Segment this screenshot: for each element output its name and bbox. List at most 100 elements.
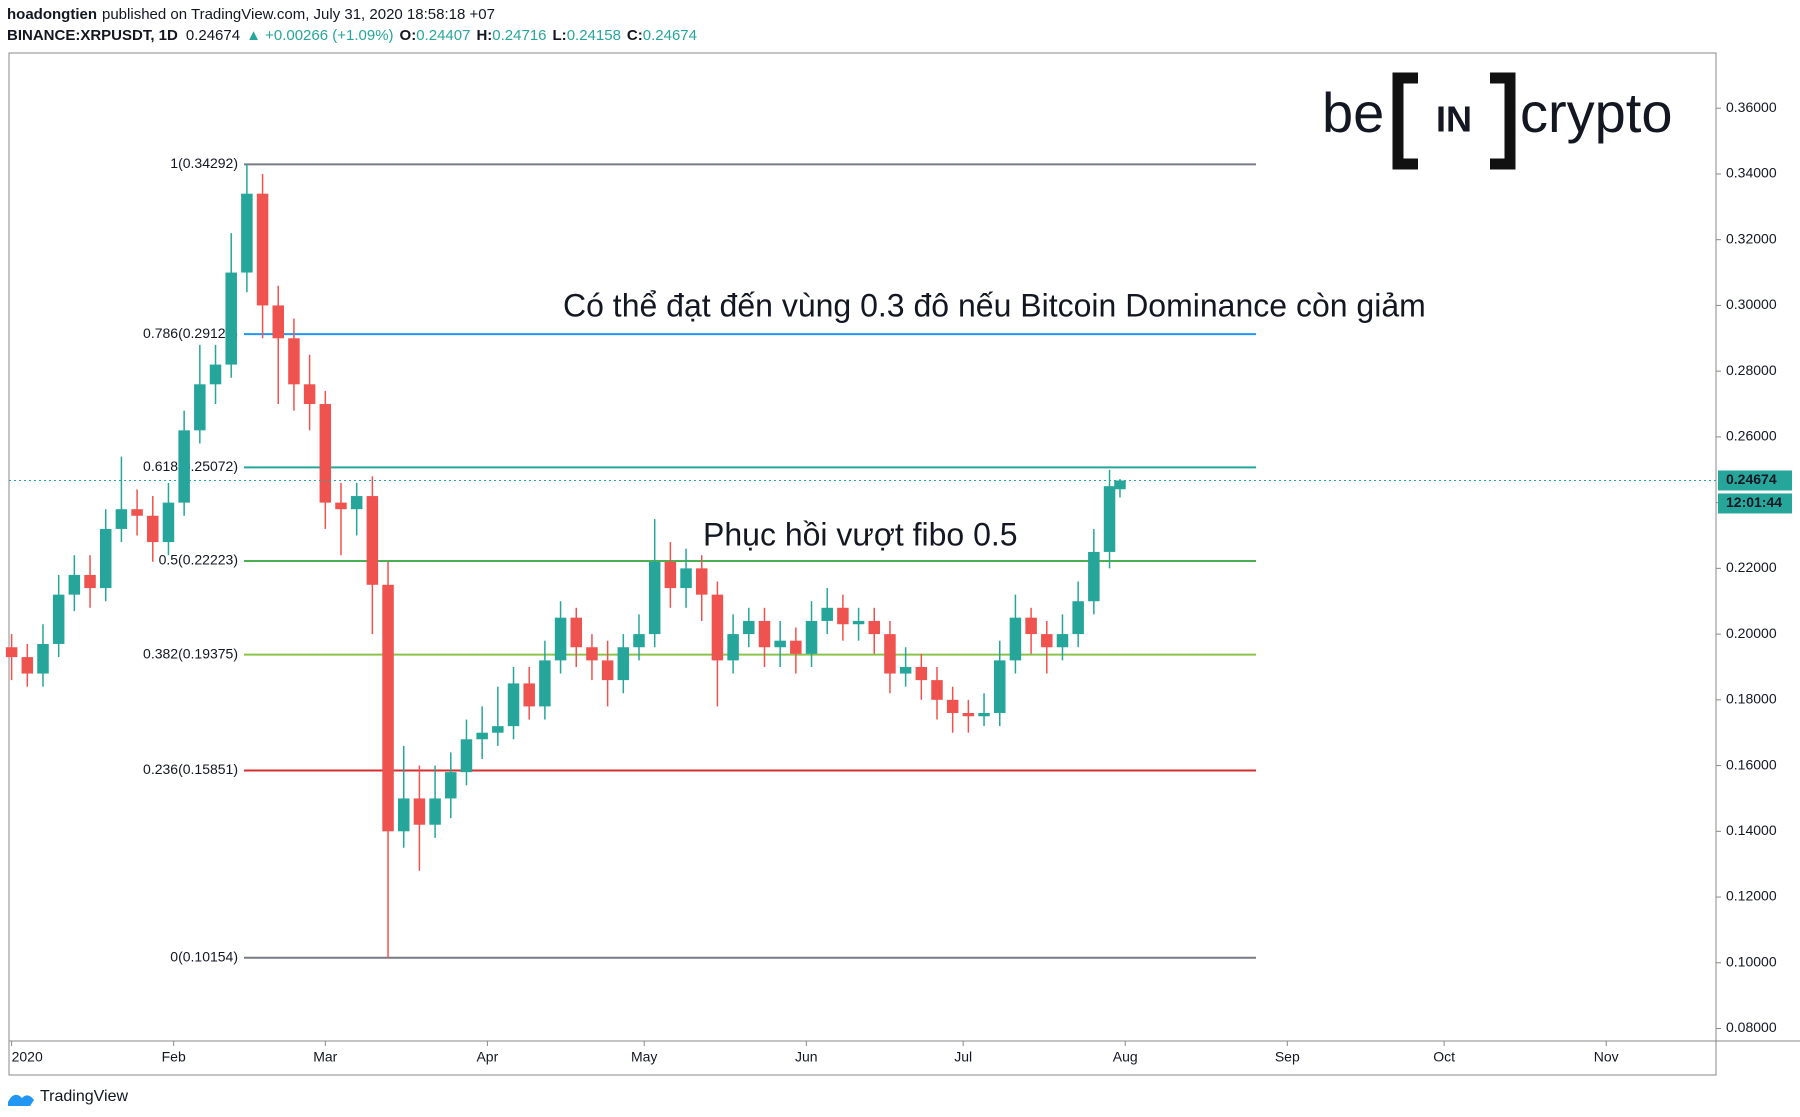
y-tick-label: 0.14000 [1726,822,1777,838]
y-tick-label: 0.36000 [1726,99,1777,115]
x-tick-label: Mar [313,1049,337,1065]
symbol: BINANCE:XRPUSDT, 1D [7,27,178,44]
candle-body [601,660,614,681]
candle-body [445,772,457,799]
ohlc-value: 0.24407 [416,27,470,44]
candle-body [131,509,143,516]
ohlc-label: C: [627,27,643,44]
countdown-box [1718,493,1792,514]
candle-body [1041,634,1053,648]
candle-body [272,305,285,339]
y-tick-label: 0.34000 [1726,165,1777,181]
candle-body [539,660,551,707]
fib-label: 0.5(0.22223) [159,552,238,568]
candle-body [162,502,175,543]
y-tick-label: 0.22000 [1726,559,1777,575]
candle-body [350,496,363,510]
fib-label: 1(0.34292) [170,155,238,171]
candle-body [84,574,96,589]
tradingview-icon [8,1094,34,1106]
change: ▲ +0.00266 (+1.09%) [246,27,393,44]
candle-body [1009,617,1022,661]
candle-body [586,647,598,661]
last-price-label: 0.24674 [1726,471,1777,487]
x-tick-label: Apr [476,1049,498,1065]
candle-body [241,193,253,273]
y-tick-label: 0.16000 [1726,756,1777,772]
candle-body [1103,486,1116,552]
logo-left: be [1322,81,1384,144]
fib-label: 0(0.10154) [170,948,238,964]
candle-body [790,640,802,654]
candle-body [476,732,488,740]
candle-body [37,643,49,674]
y-tick-label: 0.12000 [1726,888,1777,904]
candle-body [821,607,833,621]
candle-body [147,515,159,543]
last-price: 0.24674 [186,27,240,44]
ohlc-value: 0.24716 [492,27,546,44]
y-tick-label: 0.30000 [1726,296,1777,312]
candle-body [554,617,567,661]
candle-body [178,430,190,503]
candle-body [852,620,865,625]
author: hoadongtien [7,6,97,23]
y-tick-label: 0.26000 [1726,428,1777,444]
candle-body [931,680,943,700]
y-tick-label: 0.18000 [1726,691,1777,707]
candle-body [1088,551,1100,602]
candle-body [664,561,677,589]
fib-label: 0.618(0.25072) [143,458,238,474]
x-tick-label: 2020 [12,1049,43,1065]
candle-body [680,568,692,589]
candle-body [319,404,332,503]
ohlc-value: 0.24158 [567,27,621,44]
candle-body [460,739,473,773]
candle-body [868,620,881,635]
x-tick-label: Aug [1113,1049,1138,1065]
annotation: Có thể đạt đến vùng 0.3 đô nếu Bitcoin D… [563,287,1426,323]
y-tick-label: 0.10000 [1726,953,1777,969]
candle-body [993,660,1006,713]
candle-body [429,798,441,825]
y-tick-label: 0.28000 [1726,362,1777,378]
candle-body [884,634,896,674]
candle-body [915,666,928,681]
candle-body [743,620,755,635]
candle-body [115,509,128,529]
candle-body [711,594,724,661]
candle-body [837,607,849,625]
annotation: Phục hồi vượt fibo 0.5 [703,516,1018,552]
candle-body [1072,601,1084,635]
candle-body [303,384,316,405]
symbol-line: BINANCE:XRPUSDT, 1D 0.24674 ▲ +0.00266 (+1… [7,27,697,44]
candle-body [727,634,739,661]
countdown-label: 12:01:44 [1726,494,1782,510]
footer-text: TradingView [40,1088,128,1105]
y-tick-label: 0.32000 [1726,230,1777,246]
candle-body [382,584,394,832]
published: published on TradingView.com, July 31, 2… [102,6,495,23]
logo-right: crypto [1520,81,1673,144]
logo-bracket [1392,72,1516,170]
candles [5,164,1126,958]
candle-body [397,798,410,832]
x-tick-label: May [631,1049,657,1065]
candle-body [99,528,112,589]
fib-label: 0.236(0.15851) [143,761,238,777]
candle-body [209,364,222,385]
candle-body [1056,634,1069,648]
ohlc-label: O: [400,27,417,44]
candle-body [492,726,504,733]
candle-body [978,712,990,717]
candle-body [225,272,237,365]
candle-body [507,683,520,727]
candle-body [523,683,535,707]
x-tick-label: Feb [162,1049,186,1065]
candle-body [1025,617,1037,635]
y-tick-label: 0.08000 [1726,1019,1777,1035]
x-tick-label: Oct [1433,1049,1455,1065]
fib-label: 0.786(0.29127) [143,325,238,341]
candle-body [805,620,818,654]
